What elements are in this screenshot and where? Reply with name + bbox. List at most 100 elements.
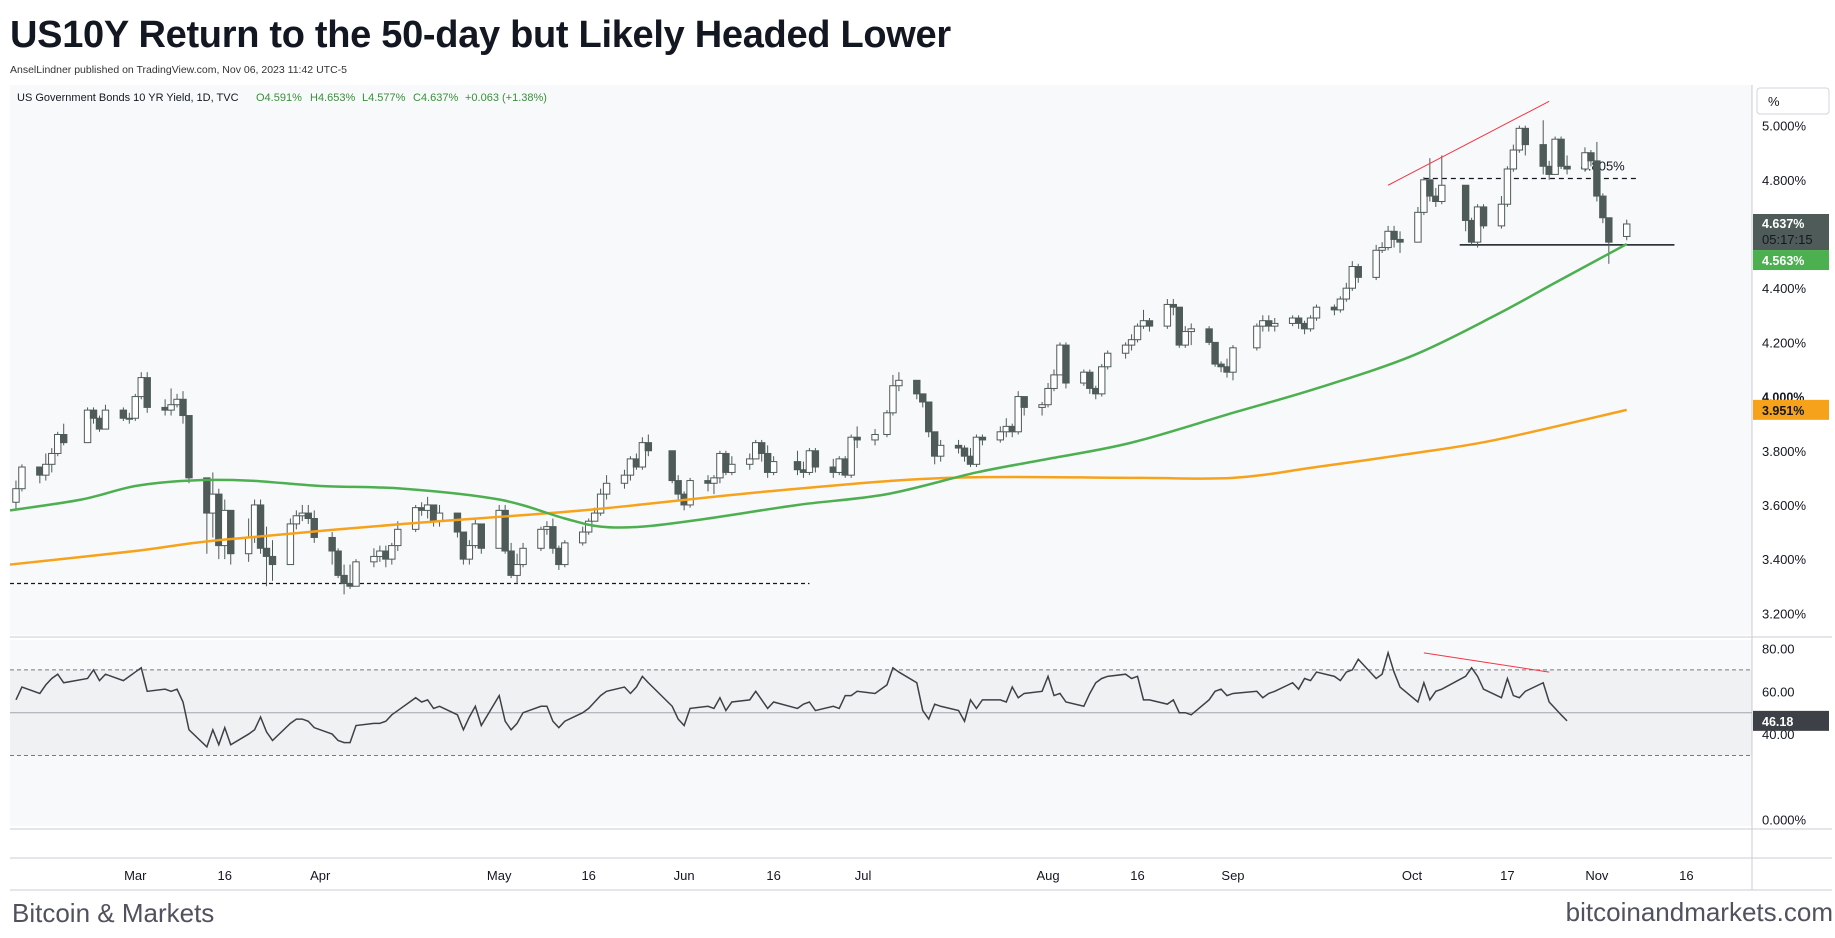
candle[interactable]: [1253, 323, 1261, 351]
candle[interactable]: [1098, 364, 1106, 397]
ma200-price-label[interactable]: 3.951%: [1753, 399, 1829, 420]
candle[interactable]: [847, 434, 855, 478]
candle[interactable]: [889, 374, 897, 416]
candle[interactable]: [805, 448, 814, 476]
candle[interactable]: [1509, 144, 1518, 172]
candle[interactable]: [1497, 196, 1506, 229]
candle[interactable]: [1551, 136, 1559, 175]
candle[interactable]: [328, 532, 336, 565]
candle[interactable]: [1557, 136, 1565, 169]
candle[interactable]: [1044, 383, 1052, 408]
candle[interactable]: [1211, 341, 1219, 367]
candle[interactable]: [1163, 299, 1172, 329]
candle[interactable]: [1121, 342, 1130, 359]
candle[interactable]: [1181, 326, 1189, 348]
candle[interactable]: [996, 426, 1005, 443]
candle[interactable]: [1593, 141, 1601, 202]
candle[interactable]: [1599, 193, 1607, 224]
candle[interactable]: [674, 475, 682, 500]
candle[interactable]: [1623, 219, 1631, 241]
rsi-divergence-line[interactable]: [1423, 652, 1550, 673]
candle[interactable]: [769, 456, 778, 476]
candle[interactable]: [1605, 217, 1613, 264]
candle[interactable]: [304, 504, 312, 524]
candle[interactable]: [1294, 315, 1303, 329]
candle[interactable]: [292, 510, 301, 530]
candle[interactable]: [12, 480, 20, 511]
candle[interactable]: [495, 504, 503, 549]
candle[interactable]: [793, 450, 802, 476]
candle[interactable]: [644, 434, 653, 457]
candle[interactable]: [501, 504, 509, 554]
last-price-label[interactable]: 4.637%05:17:15: [1753, 213, 1829, 250]
candle[interactable]: [1521, 125, 1530, 156]
ma200-line[interactable]: [9, 408, 1627, 566]
candle[interactable]: [1539, 120, 1547, 175]
candle[interactable]: [1133, 323, 1142, 343]
candle[interactable]: [811, 448, 820, 473]
candle[interactable]: [1306, 315, 1315, 332]
candle[interactable]: [1461, 184, 1470, 232]
candle[interactable]: [579, 526, 587, 546]
candle[interactable]: [919, 393, 927, 408]
candle[interactable]: [394, 521, 402, 552]
candle[interactable]: [1515, 125, 1524, 153]
candle[interactable]: [1169, 299, 1178, 316]
candle[interactable]: [925, 401, 933, 438]
candle[interactable]: [465, 540, 474, 565]
candle[interactable]: [1086, 369, 1094, 394]
candle[interactable]: [1014, 391, 1022, 435]
candle[interactable]: [883, 410, 891, 438]
candle[interactable]: [370, 548, 378, 568]
candle[interactable]: [1503, 166, 1512, 207]
candle[interactable]: [1420, 177, 1428, 216]
candle[interactable]: [42, 453, 50, 481]
candle[interactable]: [119, 407, 128, 421]
candle[interactable]: [722, 450, 730, 476]
candle[interactable]: [101, 404, 110, 430]
candle[interactable]: [638, 437, 647, 470]
candle[interactable]: [752, 439, 760, 460]
candle[interactable]: [668, 450, 676, 484]
candle[interactable]: [1056, 342, 1064, 376]
candle[interactable]: [913, 379, 921, 400]
candle[interactable]: [841, 456, 849, 478]
price-pane[interactable]: [10, 85, 1752, 635]
unit-box[interactable]: [1756, 87, 1830, 115]
candle[interactable]: [83, 407, 92, 444]
candle[interactable]: [686, 477, 694, 508]
candle[interactable]: [95, 415, 104, 432]
candle[interactable]: [513, 553, 521, 584]
candle[interactable]: [54, 431, 62, 457]
candle[interactable]: [1587, 150, 1595, 167]
candle[interactable]: [1187, 323, 1195, 346]
candle[interactable]: [411, 504, 420, 533]
candle[interactable]: [871, 429, 879, 446]
candle[interactable]: [388, 542, 396, 565]
candle[interactable]: [1020, 396, 1028, 416]
candle[interactable]: [710, 475, 718, 495]
candle[interactable]: [227, 509, 235, 565]
candle[interactable]: [89, 407, 98, 424]
candle[interactable]: [477, 523, 485, 554]
candle[interactable]: [48, 448, 56, 473]
candle[interactable]: [334, 548, 342, 579]
candle[interactable]: [746, 453, 754, 470]
candle[interactable]: [602, 475, 611, 500]
candle[interactable]: [1145, 318, 1154, 332]
candle[interactable]: [179, 391, 187, 424]
candle[interactable]: [954, 439, 963, 454]
candle[interactable]: [1062, 342, 1070, 389]
candle[interactable]: [1038, 401, 1046, 416]
candle[interactable]: [895, 372, 903, 392]
candle[interactable]: [519, 542, 527, 568]
rsi-last-label[interactable]: 46.18: [1753, 710, 1829, 731]
candle[interactable]: [1229, 345, 1237, 381]
candle[interactable]: [757, 439, 766, 462]
candle[interactable]: [930, 431, 939, 465]
candle[interactable]: [1354, 263, 1362, 283]
candle[interactable]: [340, 564, 348, 595]
candle[interactable]: [853, 426, 861, 449]
candle[interactable]: [131, 393, 139, 421]
